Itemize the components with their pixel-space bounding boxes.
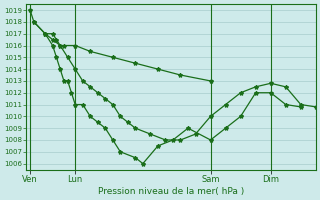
X-axis label: Pression niveau de la mer( hPa ): Pression niveau de la mer( hPa ) (98, 187, 244, 196)
